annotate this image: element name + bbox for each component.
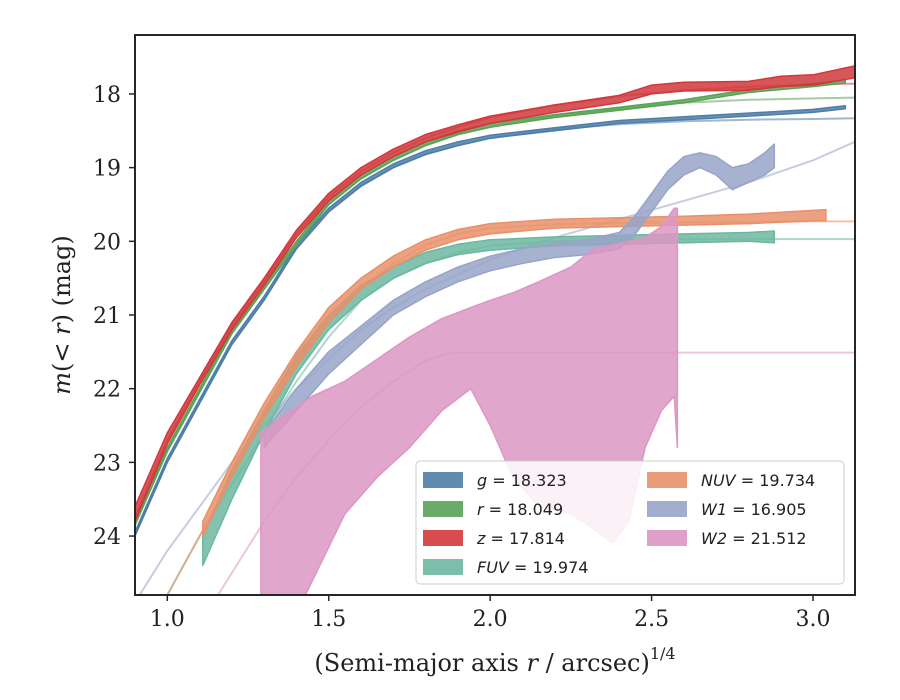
legend-label: W2 = 21.512: [701, 529, 807, 548]
y-tick-label: 24: [93, 525, 121, 550]
y-tick-label: 19: [93, 157, 121, 182]
x-tick-label: 2.5: [634, 607, 669, 632]
legend-box: [415, 460, 845, 585]
legend-label: g = 18.323: [477, 471, 567, 490]
ticks-layer: 1.0 1.5 2.0 2.5 3.0 18 19 20 21 22 23 24: [93, 83, 831, 632]
legend-swatch: [423, 501, 463, 517]
x-axis-label-r: r: [526, 649, 539, 677]
legend-items: g = 18.323 r = 18.049 z = 17.814 FUV = 19.9…: [423, 471, 815, 577]
legend: g = 18.323 r = 18.049 z = 17.814 FUV = 19.9…: [415, 460, 845, 585]
legend-swatch: [423, 559, 463, 575]
y-axis-label-r: r: [48, 322, 76, 335]
legend-swatch: [423, 472, 463, 488]
legend-label: r = 18.049: [477, 500, 563, 519]
x-tick-label: 2.0: [473, 607, 508, 632]
band-w1: [263, 143, 776, 449]
y-tick-label: 22: [93, 378, 121, 403]
legend-swatch: [647, 530, 687, 546]
band-z: [135, 65, 855, 523]
x-tick-label: 1.0: [150, 607, 185, 632]
y-tick-label: 20: [93, 230, 121, 255]
legend-label: z = 17.814: [476, 529, 565, 548]
y-axis-label-close: ) (mag): [48, 235, 76, 323]
x-tick-label: 3.0: [796, 607, 831, 632]
legend-label: FUV = 19.974: [477, 558, 588, 577]
x-tick-label: 1.5: [311, 607, 346, 632]
legend-swatch: [647, 501, 687, 517]
x-axis-label-exponent: 1/4: [650, 644, 676, 663]
legend-swatch: [423, 530, 463, 546]
y-tick-label: 18: [93, 83, 121, 108]
y-axis-label: m(< r) (mag): [48, 235, 76, 395]
band-nuv: [202, 208, 827, 537]
legend-label: NUV = 19.734: [701, 471, 815, 490]
band-g: [135, 104, 847, 537]
x-axis-label: (Semi-major axis r / arcsec)1/4: [314, 644, 675, 677]
y-tick-label: 21: [93, 304, 121, 329]
legend-swatch: [647, 472, 687, 488]
x-axis-label-unit: / arcsec): [538, 649, 650, 677]
y-tick-label: 23: [93, 451, 121, 476]
legend-label: W1 = 16.905: [701, 500, 807, 519]
x-axis-label-main: (Semi-major axis: [314, 649, 526, 677]
y-axis-label-m: m: [48, 372, 76, 395]
y-axis-label-open: (<: [48, 335, 76, 372]
